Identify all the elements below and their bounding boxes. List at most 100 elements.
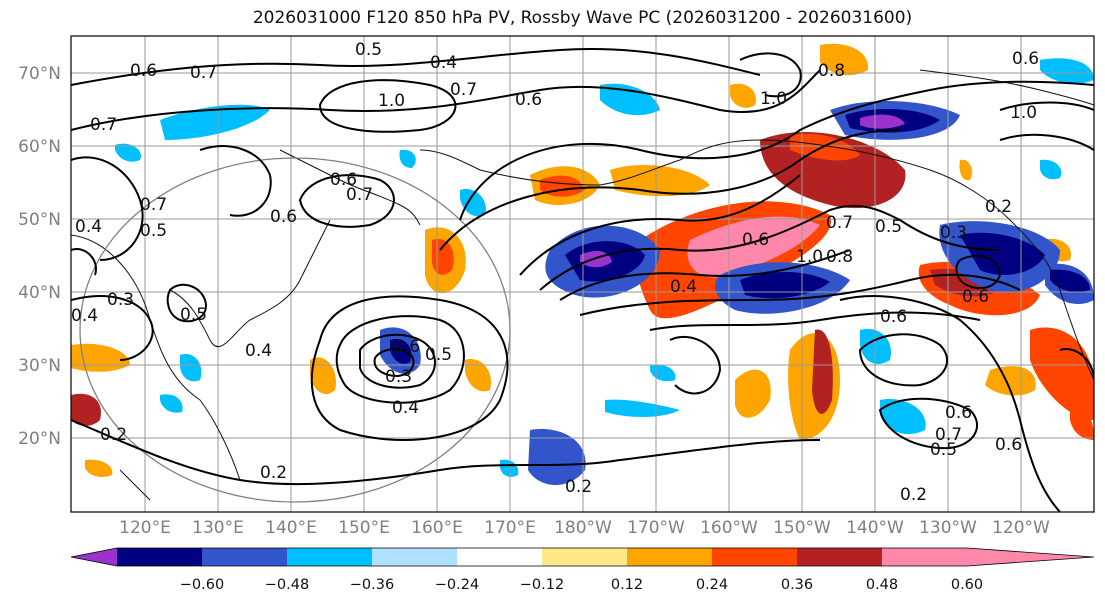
colorbar-tick: −0.24 <box>435 577 479 593</box>
contour-label: 0.7 <box>140 195 167 215</box>
contour-label: 0.6 <box>270 207 297 227</box>
neg-anomaly-patch <box>1050 269 1090 292</box>
contour-label: 0.6 <box>880 307 907 327</box>
colorbar-segment <box>372 548 457 566</box>
contour-label: 1.0 <box>796 247 823 267</box>
pos-anomaly-patch <box>1030 327 1094 420</box>
lon-label: 140°W <box>846 518 904 538</box>
contour-label: 0.5 <box>140 221 167 241</box>
pos-anomaly-patch <box>730 83 756 108</box>
colorbar-tick: 0.48 <box>866 577 898 593</box>
pos-anomaly-patch <box>820 43 869 76</box>
neg-anomaly-patch <box>399 149 416 168</box>
contour-label: 0.6 <box>515 90 542 110</box>
lat-label: 50°N <box>18 210 61 230</box>
lon-label: 150°E <box>338 518 390 538</box>
contour-label: 1.0 <box>378 91 405 111</box>
colorbar-tick: −0.48 <box>265 577 309 593</box>
neg-anomaly-patch <box>390 338 412 364</box>
lat-label: 40°N <box>18 283 61 303</box>
neg-anomaly-patch <box>605 399 680 417</box>
pos-anomaly-patch <box>812 329 833 414</box>
neg-anomaly-patch <box>860 114 905 129</box>
contour-label: 0.4 <box>245 341 272 361</box>
map-frame <box>70 35 1095 513</box>
lon-label: 120°W <box>992 518 1050 538</box>
contour-label: 0.5 <box>425 345 452 365</box>
contour-label: 0.2 <box>985 197 1012 217</box>
pos-anomaly-patch <box>959 159 972 181</box>
contour-label: 0.4 <box>430 53 457 73</box>
contour-label: 0.6 <box>1012 49 1039 69</box>
colorbar-over-triangle <box>967 548 1094 566</box>
pos-anomaly-patch <box>465 359 491 392</box>
colorbar-tick: 0.60 <box>951 577 983 593</box>
colorbar-tick: 0.24 <box>696 577 728 593</box>
lon-label: 180°W <box>554 518 612 538</box>
colorbar-tick: 0.36 <box>781 577 813 593</box>
colorbar-segment <box>287 548 372 566</box>
neg-anomaly-patch <box>460 189 486 217</box>
pos-anomaly-patch <box>85 459 113 478</box>
neg-anomaly-patch <box>880 399 926 435</box>
pos-anomaly-patch <box>71 393 101 426</box>
colorbar-segment <box>542 548 627 566</box>
contour-label: 0.2 <box>100 425 127 445</box>
contour-label: 0.6 <box>742 230 769 250</box>
lon-label: 130°E <box>192 518 244 538</box>
pos-anomaly-patch <box>790 133 860 161</box>
colorbar-tick: −0.36 <box>350 577 394 593</box>
contour-label: 0.3 <box>940 223 967 243</box>
contour-label: 0.4 <box>392 398 419 418</box>
neg-anomaly-patch <box>528 429 586 485</box>
contour-label: 0.6 <box>995 435 1022 455</box>
contour-label: 0.7 <box>935 425 962 445</box>
contour-label: 0.2 <box>260 463 287 483</box>
colorbar-ticks: −0.60 −0.48 −0.36 −0.24 −0.12 0.12 0.24 … <box>180 577 983 593</box>
lon-label: 150°W <box>773 518 831 538</box>
radius-circle <box>79 157 511 503</box>
contour-label: 0.4 <box>75 217 102 237</box>
contour-label: 0.7 <box>90 115 117 135</box>
contour-label: 0.6 <box>962 287 989 307</box>
pos-anomaly-patch <box>610 165 710 197</box>
pos-anomaly-patch <box>687 216 820 278</box>
neg-anomaly-patch <box>500 459 519 477</box>
lon-label: 120°E <box>119 518 171 538</box>
lat-label: 30°N <box>18 356 61 376</box>
contour-label-group: 0.6 0.7 0.5 0.4 0.7 0.6 1.0 0.7 0.6 0.7 … <box>71 40 1039 505</box>
neg-anomaly-patch <box>1040 159 1062 180</box>
colorbar-tick: −0.12 <box>520 577 564 593</box>
neg-anomaly-patch <box>960 232 1045 275</box>
contour-label: 0.7 <box>450 80 477 100</box>
contour-label: 0.3 <box>107 290 134 310</box>
contour-label: 1.0 <box>760 89 787 109</box>
lat-label: 60°N <box>18 137 61 157</box>
contour-label: 0.8 <box>818 61 845 81</box>
contour-label: 0.3 <box>385 367 412 387</box>
lat-label: 70°N <box>18 64 61 84</box>
neg-anomaly-patch <box>600 83 660 116</box>
graticule <box>71 36 1094 512</box>
contour-label: 0.5 <box>180 305 207 325</box>
colorbar-segment <box>117 548 202 566</box>
contour-label: 0.6 <box>393 337 420 357</box>
contour-label: 0.8 <box>826 247 853 267</box>
contour-label: 0.5 <box>355 40 382 60</box>
pv-contours <box>71 48 1094 512</box>
lon-label: 170°W <box>627 518 685 538</box>
contour-label: 0.5 <box>875 217 902 237</box>
colorbar-segment <box>202 548 287 566</box>
neg-anomaly-patch <box>115 143 141 162</box>
contour-label: 0.5 <box>930 440 957 460</box>
latitude-labels: 70°N 60°N 50°N 40°N 30°N 20°N <box>18 64 61 449</box>
neg-anomaly-patch <box>180 354 202 382</box>
contour-label: 0.4 <box>71 306 98 326</box>
contour-label: 0.2 <box>565 477 592 497</box>
contour-label: 0.6 <box>330 170 357 190</box>
colorbar-segment <box>627 548 712 566</box>
colorbar-under-triangle <box>71 548 117 566</box>
lon-label: 160°W <box>700 518 758 538</box>
contour-label: 0.7 <box>826 213 853 233</box>
